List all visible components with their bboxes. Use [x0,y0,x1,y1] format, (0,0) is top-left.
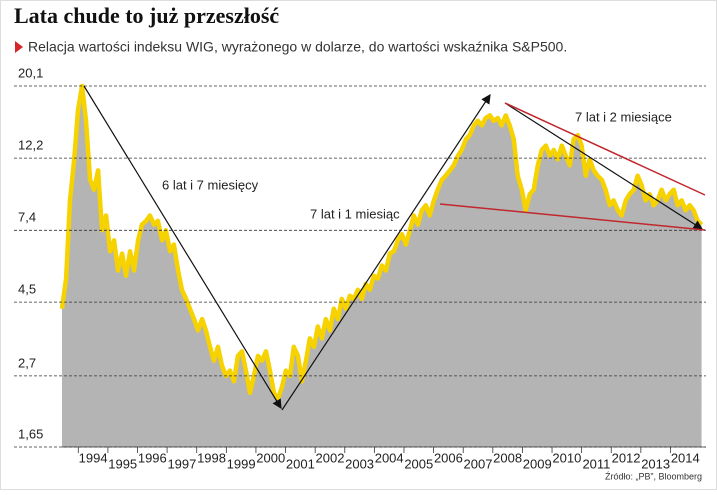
x-tick-label: 2004 [375,450,404,465]
x-tick-label: 2007 [464,456,493,471]
trend-line [504,102,706,196]
x-tick-label: 1995 [108,456,137,471]
x-tick-label: 2005 [404,456,433,471]
x-tick-label: 2006 [434,450,463,465]
annotation: 7 lat i 2 miesiące [575,109,672,124]
y-tick-label: 12,2 [18,138,43,153]
x-tick-label: 2000 [256,450,285,465]
y-tick-label: 4,5 [18,282,36,297]
x-tick-label: 2009 [523,456,552,471]
annotation: 7 lat i 1 miesiąc [310,206,400,221]
x-tick-label: 2011 [582,456,610,471]
y-tick-label: 7,4 [18,210,36,225]
arrow [504,102,704,230]
chart-title: Lata chude to już przeszłość [14,3,279,28]
y-tick-label: 2,7 [18,355,36,370]
arrow [281,93,491,411]
x-tick-label: 1996 [138,450,167,465]
x-tick-label: 2008 [493,450,522,465]
arrow [83,85,282,410]
y-tick-label: 20,1 [18,65,43,80]
x-tick-label: 2010 [552,450,581,465]
x-tick-label: 1999 [227,456,256,471]
line [59,83,704,402]
y-tick-label: 1,65 [18,426,43,441]
source: Źródło: „PB”, Bloomberg [605,471,702,481]
trend-line [439,203,706,231]
x-tick-label: 1994 [79,450,108,465]
x-tick-label: 1998 [197,450,226,465]
x-tick-label: 2014 [671,450,700,465]
x-tick-label: 2002 [316,450,345,465]
x-tick-label: 2003 [345,456,374,471]
x-tick-label: 2013 [641,456,670,471]
annotations: 6 lat i 7 miesięcy 7 lat i 1 miesiąc 7 l… [83,85,706,411]
bullet [15,41,23,53]
x-tick-label: 2001 [286,456,315,471]
chart-subtitle: Relacja wartości indeksu WIG, wyrażonego… [28,39,567,55]
annotation: 6 lat i 7 miesięcy [162,177,259,192]
x-tick-label: 2012 [612,450,641,465]
x-tick-label: 1997 [167,456,196,471]
